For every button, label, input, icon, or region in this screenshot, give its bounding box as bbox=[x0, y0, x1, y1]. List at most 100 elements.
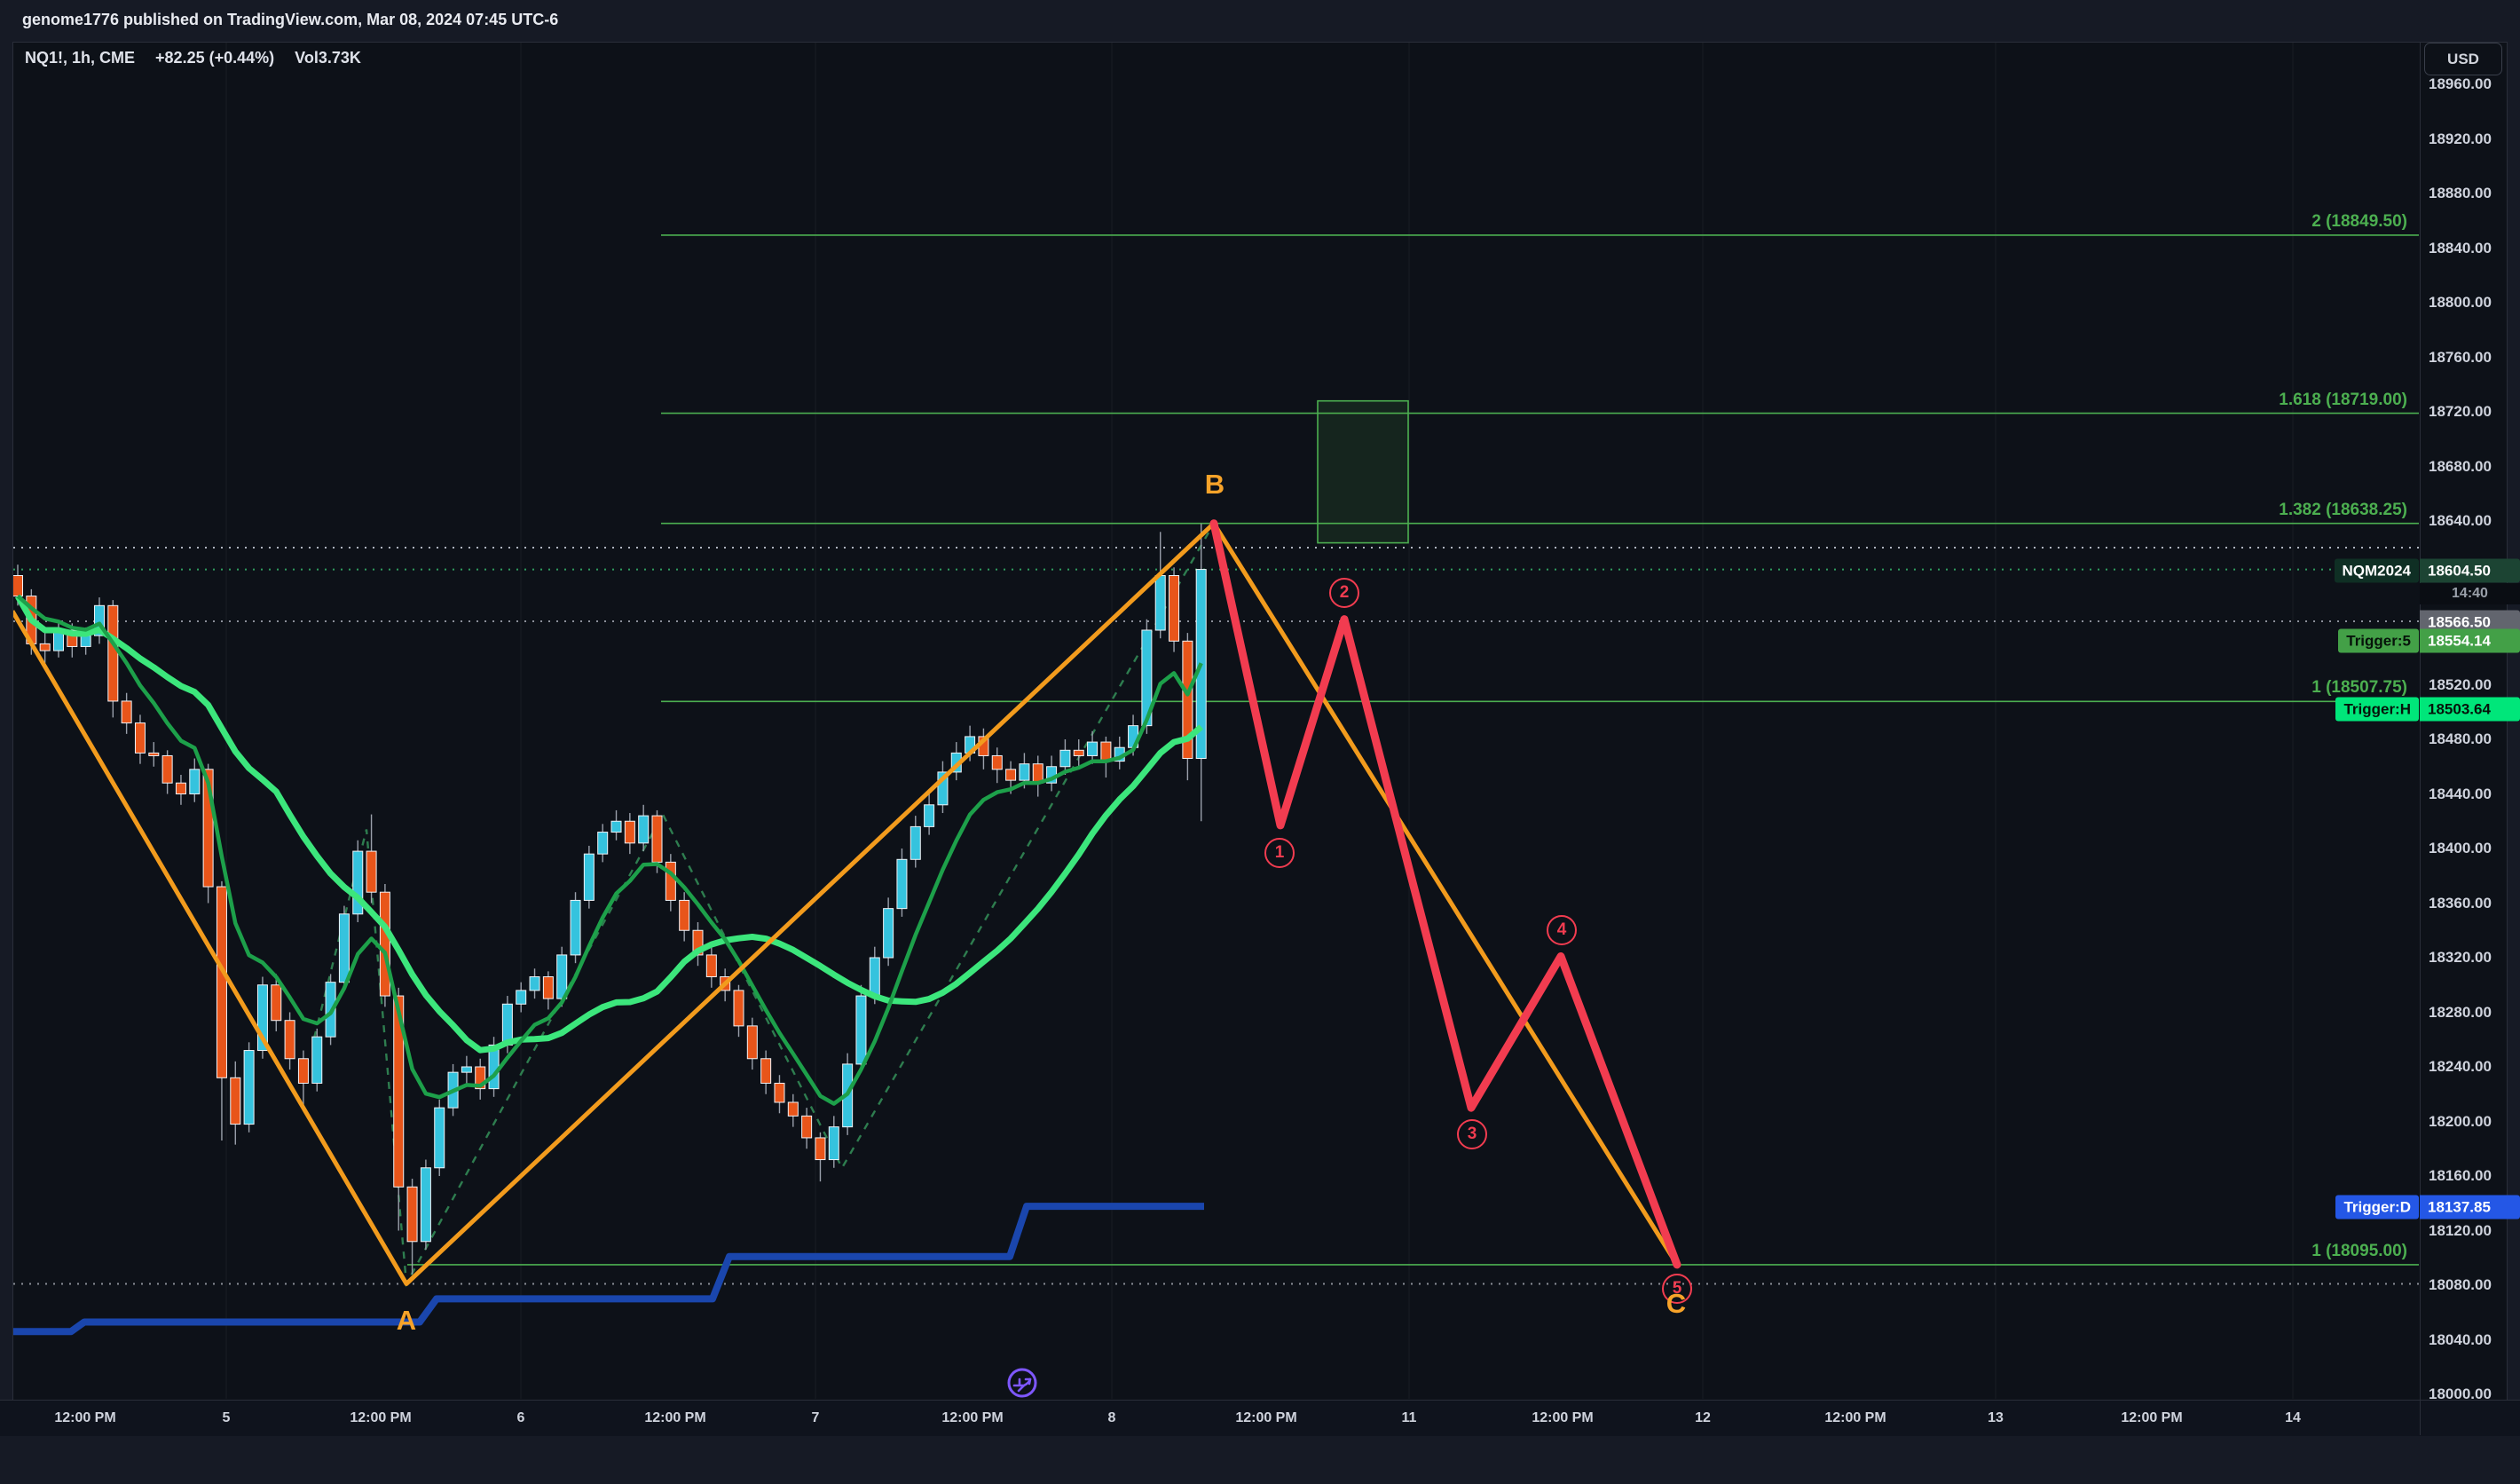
time-axis-label: 14 bbox=[2285, 1410, 2301, 1425]
candle-up bbox=[256, 984, 268, 1052]
time-axis-label: 12:00 PM bbox=[644, 1410, 706, 1425]
fast-ma-line bbox=[16, 594, 1203, 1106]
candle-down bbox=[1169, 575, 1180, 642]
bar-countdown: 14:40 bbox=[2420, 583, 2520, 604]
currency-button[interactable]: USD bbox=[2424, 43, 2502, 75]
attribution-bar: genome1776 published on TradingView.com,… bbox=[0, 0, 2520, 42]
slow-ma-line bbox=[14, 594, 1203, 1054]
candle-up bbox=[311, 1036, 323, 1084]
candle-down bbox=[760, 1058, 772, 1084]
arrow-right-circle-icon bbox=[1007, 1368, 1037, 1398]
legend-change: +82.25 (+0.44%) bbox=[155, 49, 275, 67]
time-axis-label: 12 bbox=[1695, 1410, 1711, 1425]
candle-up bbox=[855, 995, 867, 1065]
time-axis-label: 13 bbox=[1988, 1410, 2004, 1425]
candle-down bbox=[665, 861, 676, 901]
candle-up bbox=[610, 820, 622, 833]
candle-down bbox=[379, 891, 390, 997]
fib-level-label: 1.618 (18719.00) bbox=[2279, 390, 2407, 409]
time-axis-label: 12:00 PM bbox=[941, 1410, 1004, 1425]
plot-area bbox=[13, 43, 2419, 1399]
attribution-text: genome1776 published on TradingView.com,… bbox=[22, 11, 559, 28]
candle-down bbox=[1100, 741, 1112, 762]
candle-up bbox=[570, 899, 581, 956]
candle-up bbox=[883, 908, 894, 959]
candle-down bbox=[624, 820, 635, 844]
wave-number-circle-4: 4 bbox=[1547, 915, 1577, 945]
candles bbox=[13, 524, 1207, 1275]
wave-number-circle-5: 5 bbox=[1662, 1274, 1692, 1304]
candle-up bbox=[597, 832, 609, 855]
candle-down bbox=[271, 984, 282, 1022]
candle-up bbox=[638, 815, 650, 844]
wave-letter-b: B bbox=[1204, 469, 1225, 500]
candle-down bbox=[284, 1020, 295, 1060]
go-to-realtime-button[interactable] bbox=[1006, 1367, 1038, 1399]
candle-down bbox=[175, 782, 186, 795]
price-axis-label: 18400.00 bbox=[2429, 840, 2492, 856]
candle-up bbox=[80, 635, 91, 647]
candle-up bbox=[1019, 763, 1030, 781]
price-axis-label: 18360.00 bbox=[2429, 894, 2492, 912]
price-axis-label: 18280.00 bbox=[2429, 1003, 2492, 1021]
candle-down bbox=[746, 1025, 758, 1060]
candle-up bbox=[910, 825, 921, 860]
price-axis-label: 18160.00 bbox=[2429, 1167, 2492, 1184]
price-axis-label: 18240.00 bbox=[2429, 1058, 2492, 1075]
price-axis-label: 18480.00 bbox=[2429, 730, 2492, 747]
last-price-tag: 18604.50 bbox=[2420, 558, 2520, 583]
abc-zigzag bbox=[13, 521, 1680, 1286]
candle-up bbox=[93, 604, 105, 636]
candle-up bbox=[529, 976, 540, 991]
candle-up bbox=[243, 1050, 255, 1125]
trigger5-value-tag: 18554.14 bbox=[2420, 628, 2520, 653]
candle-up bbox=[937, 771, 949, 806]
price-axis-label: 18320.00 bbox=[2429, 949, 2492, 966]
candle-up bbox=[896, 858, 908, 910]
candle-down bbox=[202, 769, 214, 888]
candle-down bbox=[774, 1082, 785, 1103]
price-axis-label: 18760.00 bbox=[2429, 348, 2492, 366]
supply-zone-box[interactable] bbox=[1317, 399, 1409, 544]
price-axis-label: 18000.00 bbox=[2429, 1385, 2492, 1402]
candle-down bbox=[67, 629, 78, 647]
price-axis-label: 18640.00 bbox=[2429, 512, 2492, 529]
time-axis-label: 12:00 PM bbox=[350, 1410, 412, 1425]
time-axis-label: 11 bbox=[1401, 1410, 1417, 1425]
candle-down bbox=[134, 722, 146, 754]
trigger5-label-tag: Trigger:5 bbox=[2338, 628, 2419, 653]
wave-letter-c: C bbox=[1666, 1288, 1687, 1319]
candle-up bbox=[1141, 629, 1153, 727]
candle-down bbox=[148, 752, 160, 756]
candle-up bbox=[420, 1167, 431, 1243]
candle-down bbox=[1182, 640, 1193, 760]
candle-up bbox=[338, 913, 350, 983]
legend-volume: Vol3.73K bbox=[295, 49, 361, 67]
candle-down bbox=[366, 850, 377, 893]
footer-bar: TradingView bbox=[0, 1436, 2520, 1484]
candle-down bbox=[801, 1115, 813, 1139]
time-axis-label: 12:00 PM bbox=[1824, 1410, 1886, 1425]
candle-up bbox=[434, 1107, 445, 1169]
candle-up bbox=[1087, 741, 1099, 756]
candle-down bbox=[406, 1186, 418, 1243]
candle-down bbox=[230, 1077, 241, 1125]
candle-down bbox=[297, 1058, 309, 1084]
price-axis-label: 18040.00 bbox=[2429, 1330, 2492, 1348]
candle-down bbox=[393, 995, 405, 1188]
candle-down bbox=[679, 899, 690, 931]
candle-up bbox=[461, 1066, 472, 1073]
price-axis-label: 18880.00 bbox=[2429, 185, 2492, 201]
candle-down bbox=[121, 700, 132, 724]
price-axis-separator bbox=[2420, 42, 2421, 1435]
triggerh-value-tag: 18503.64 bbox=[2420, 697, 2520, 722]
triggerh-label-tag: Trigger:H bbox=[2335, 697, 2419, 722]
wave-letter-a: A bbox=[396, 1305, 417, 1336]
candle-down bbox=[991, 754, 1003, 770]
chart-legend: NQ1!, 1h, CME +82.25 (+0.44%) Vol3.73K bbox=[25, 49, 377, 67]
time-axis-label: 12:00 PM bbox=[2121, 1410, 2183, 1425]
triggerd-label-tag: Trigger:D bbox=[2335, 1195, 2419, 1220]
candle-up bbox=[869, 957, 880, 997]
dashed-zigzag bbox=[312, 523, 1216, 1288]
